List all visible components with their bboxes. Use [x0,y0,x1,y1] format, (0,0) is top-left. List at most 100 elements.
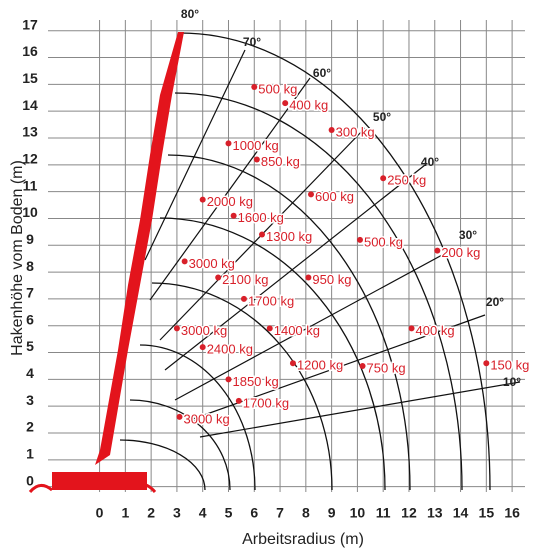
angle-label: 30° [459,228,477,242]
angle-label: 20° [486,295,504,309]
load-point [225,140,232,147]
x-tick-label: 15 [479,505,495,521]
load-point [483,360,490,367]
radius-arc [167,154,411,491]
x-tick-label: 12 [401,505,417,521]
load-label: 750 kg [367,360,406,375]
y-tick-label: 13 [22,124,38,140]
x-tick-label: 5 [225,505,233,521]
load-label: 1600 kg [238,210,284,225]
load-point [199,344,206,351]
load-point [266,325,273,332]
angle-label: 60° [313,66,331,80]
load-point [230,212,237,219]
load-label: 850 kg [261,154,300,169]
load-point [434,247,441,254]
y-tick-label: 12 [22,151,38,167]
y-tick-label: 7 [26,285,34,301]
crane-base [52,472,147,490]
load-point [282,100,289,107]
load-point [307,191,314,198]
x-tick-label: 6 [250,505,258,521]
load-point [235,397,242,404]
load-label: 500 kg [364,234,403,249]
y-tick-label: 8 [26,258,34,274]
load-point [356,236,363,243]
radius-arc [139,344,256,491]
crane-outrigger [28,482,157,494]
angle-line [199,381,521,438]
load-point [199,196,206,203]
load-label: 3000 kg [183,411,229,426]
x-axis-title: Arbeitsradius (m) [242,531,364,548]
load-label: 1300 kg [266,229,312,244]
load-point [380,175,387,182]
load-label: 600 kg [315,189,354,204]
x-tick-label: 4 [199,505,207,521]
load-label: 300 kg [336,124,375,139]
load-point [253,156,260,163]
y-tick-label: 9 [26,231,34,247]
y-tick-label: 17 [22,16,38,32]
x-tick-label: 9 [328,505,336,521]
load-label: 2100 kg [222,272,268,287]
load-label: 400 kg [289,98,328,113]
load-point [225,376,232,383]
x-tick-label: 10 [350,505,366,521]
load-label: 1400 kg [274,323,320,338]
x-tick-label: 2 [147,505,155,521]
load-point [176,413,183,420]
x-tick-label: 0 [96,505,104,521]
load-point [240,295,247,302]
x-tick-label: 3 [173,505,181,521]
crane-boom [95,32,184,465]
load-label: 1000 kg [232,138,278,153]
angle-label: 10° [503,375,521,389]
angle-label: 70° [243,35,261,49]
load-label: 2000 kg [207,194,253,209]
load-label: 250 kg [387,173,426,188]
y-tick-label: 1 [26,446,34,462]
load-point [181,258,188,265]
angle-line [144,49,246,261]
load-point [328,126,335,133]
load-point [259,231,266,238]
load-point [359,362,366,369]
load-label: 500 kg [258,81,297,96]
radius-arc [159,217,386,491]
load-point [173,325,180,332]
x-tick-label: 11 [376,505,391,521]
x-tick-label: 13 [427,505,443,521]
load-label: 150 kg [490,358,529,373]
y-tick-label: 10 [22,204,38,220]
y-axis-title: Hakenhöhe vom Boden (m) [9,160,26,356]
angle-line [164,164,426,371]
load-point [408,325,415,332]
x-tick-label: 1 [121,505,129,521]
load-label: 1850 kg [232,374,278,389]
y-tick-label: 4 [26,365,34,381]
load-label: 1200 kg [297,358,343,373]
angle-line [174,247,456,401]
angle-label: 40° [421,155,439,169]
load-point [251,84,258,91]
load-label: 3000 kg [181,323,227,338]
y-tick-label: 11 [23,177,38,193]
radius-arc [129,399,231,491]
load-point [289,360,296,367]
radius-arc [179,32,491,491]
angle-label: 50° [373,110,391,124]
y-tick-label: 0 [26,472,34,488]
angle-line [149,77,311,301]
radius-arc [119,439,206,491]
y-tick-label: 6 [26,311,34,327]
x-tick-label: 14 [453,505,469,521]
load-label: 3000 kg [189,256,235,271]
load-point [215,274,222,281]
radius-arc [174,92,463,491]
x-tick-label: 7 [276,505,284,521]
load-point [305,274,312,281]
load-label: 950 kg [312,272,351,287]
y-tick-label: 2 [26,419,34,435]
y-tick-label: 5 [26,338,34,354]
